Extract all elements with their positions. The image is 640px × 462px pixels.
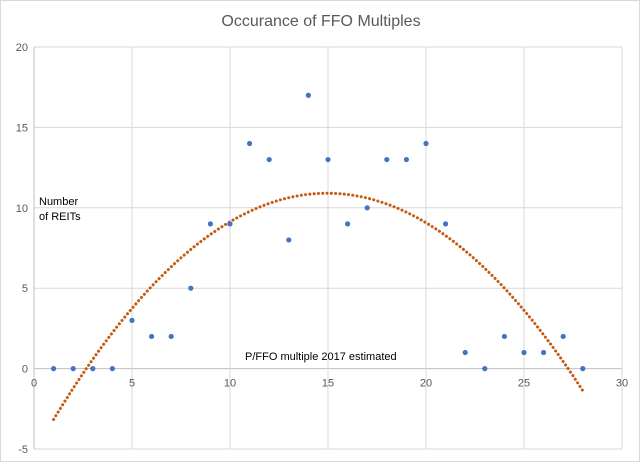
y-annotation-line1: Number [39,196,78,208]
y-tick-label: 15 [16,122,28,134]
x-tick-label: 25 [518,378,530,390]
data-point [207,221,213,227]
data-points [51,92,586,372]
x-tick-label: 20 [420,378,432,390]
y-annotation-line2: of REITs [39,211,81,223]
y-tick-label: 20 [16,42,28,54]
data-point [70,366,76,372]
data-point [109,366,115,372]
trendline [52,191,585,421]
data-point [325,156,331,163]
data-point [247,140,253,147]
data-point [149,333,155,340]
data-point [266,156,272,163]
data-point [345,221,351,227]
data-point [501,333,507,340]
x-tick-label: 30 [616,378,628,390]
data-point [188,285,194,291]
data-point [168,333,174,340]
data-point [286,237,292,243]
data-point [364,205,370,211]
y-tick-label: -5 [18,444,28,456]
y-tick-label: 0 [22,364,28,376]
data-point [305,92,311,98]
tick-labels: -5 0 5 10 15 20 0 5 10 15 20 25 30 [16,42,628,456]
data-point [580,366,586,372]
y-tick-label: 5 [22,283,28,295]
data-point [560,333,566,340]
y-tick-label: 10 [16,203,28,215]
data-point [227,221,233,227]
data-point [521,349,527,356]
data-point [541,349,547,356]
x-tick-label: 15 [322,378,334,390]
x-tick-label: 5 [129,378,135,390]
x-annotation: P/FFO multiple 2017 estimated [245,351,397,363]
x-tick-label: 0 [31,378,37,390]
data-point [462,349,468,356]
x-tick-label: 10 [224,378,236,390]
chart-title: Occurance of FFO Multiples [221,13,420,30]
grid [33,46,623,450]
data-point [129,317,135,323]
data-point [90,366,96,372]
data-point [482,366,488,372]
data-point [51,366,57,372]
data-point [443,221,449,227]
data-point [403,156,409,163]
data-point [423,140,429,147]
data-point [384,156,390,163]
